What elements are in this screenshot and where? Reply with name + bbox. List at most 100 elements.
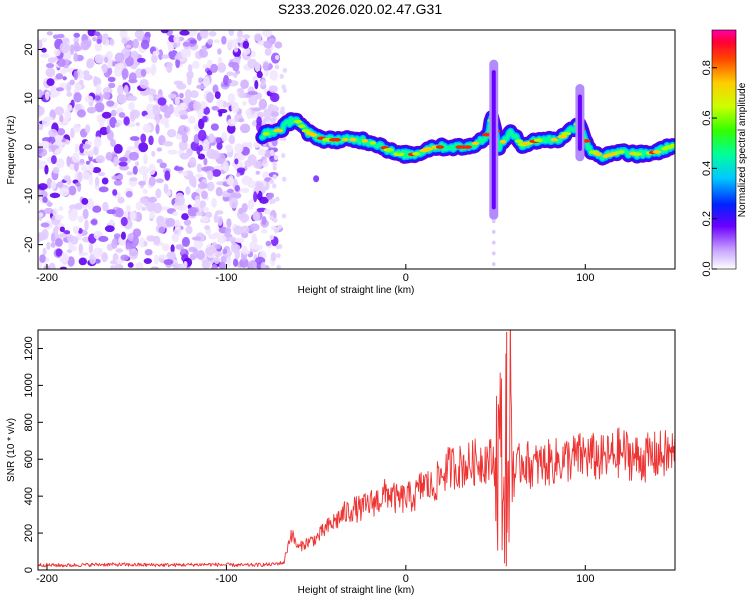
ridge-hotspot bbox=[273, 128, 284, 133]
noise-blob bbox=[214, 91, 221, 99]
noise-blob bbox=[239, 257, 249, 268]
spectrogram-y-tick-label: -10 bbox=[23, 188, 35, 204]
noise-blob bbox=[206, 91, 214, 103]
noise-blob bbox=[80, 39, 91, 51]
noise-blob bbox=[59, 226, 65, 233]
snr-y-tick-label: 800 bbox=[23, 413, 35, 431]
noise-blob bbox=[129, 136, 140, 142]
noise-blob bbox=[207, 59, 213, 67]
noise-blob bbox=[74, 103, 82, 111]
noise-blob bbox=[197, 182, 208, 189]
noise-blob bbox=[172, 211, 178, 217]
noise-blob bbox=[107, 67, 113, 75]
noise-blob bbox=[222, 161, 229, 172]
noise-blob bbox=[69, 79, 75, 86]
noise-blob bbox=[269, 215, 274, 221]
noise-blob bbox=[232, 258, 239, 267]
noise-blob bbox=[112, 189, 118, 196]
noise-blob bbox=[142, 188, 148, 195]
noise-blob bbox=[74, 143, 80, 153]
noise-blob bbox=[106, 209, 117, 215]
noise-blob bbox=[174, 97, 180, 106]
noise-blob bbox=[258, 98, 268, 110]
noise-blob bbox=[148, 196, 157, 203]
noise-blob bbox=[63, 230, 71, 235]
noise-blob bbox=[40, 140, 50, 149]
noise-blob bbox=[180, 248, 186, 254]
noise-blob bbox=[157, 97, 167, 106]
noise-blob bbox=[195, 198, 201, 207]
noise-blob bbox=[77, 171, 83, 183]
noise-blob bbox=[132, 228, 142, 238]
noise-blob bbox=[40, 53, 50, 58]
noise-blob bbox=[177, 124, 188, 136]
noise-blob bbox=[254, 33, 262, 42]
noise-blob bbox=[52, 208, 58, 217]
noise-blob bbox=[38, 159, 42, 169]
noise-blob bbox=[241, 175, 252, 186]
noise-blob bbox=[272, 104, 278, 110]
noise-blob bbox=[217, 62, 227, 73]
noise-blob bbox=[127, 262, 134, 268]
noise-blob bbox=[124, 56, 134, 67]
spectrogram-x-tick-label: 0 bbox=[403, 272, 409, 284]
spectrogram-x-tick-label: 100 bbox=[576, 272, 594, 284]
spectrogram-y-tick-label: 20 bbox=[23, 43, 35, 55]
noise-blob bbox=[234, 158, 239, 165]
noise-blob bbox=[228, 134, 236, 145]
noise-blob bbox=[272, 174, 277, 180]
noise-blob bbox=[41, 228, 49, 240]
noise-blob bbox=[273, 217, 278, 223]
noise-blob bbox=[92, 205, 102, 213]
noise-blob bbox=[153, 235, 161, 245]
noise-blob bbox=[105, 151, 113, 161]
noise-blob bbox=[152, 202, 163, 214]
noise-blob bbox=[227, 39, 234, 51]
snr-x-label: Height of straight line (km) bbox=[298, 585, 415, 596]
ridge-hotspot bbox=[333, 137, 341, 142]
noise-blob bbox=[210, 63, 219, 73]
noise-blob bbox=[248, 260, 257, 269]
noise-blob bbox=[41, 37, 47, 43]
noise-blob bbox=[202, 207, 209, 212]
noise-blob bbox=[179, 92, 184, 99]
spectrogram-x-tick-label: -200 bbox=[36, 272, 58, 284]
colorbar-gradient bbox=[712, 30, 736, 269]
noise-blob bbox=[255, 170, 261, 175]
noise-blob bbox=[129, 109, 141, 119]
ridge-hotspot bbox=[499, 139, 507, 144]
noise-blob bbox=[274, 41, 283, 49]
ridge-hotspot bbox=[342, 137, 349, 142]
noise-blob bbox=[53, 48, 61, 57]
ridge-hotspot bbox=[422, 147, 434, 151]
noise-blob bbox=[226, 177, 234, 186]
noise-blob bbox=[228, 30, 235, 37]
noise-blob bbox=[59, 266, 68, 269]
noise-blob bbox=[138, 180, 146, 186]
noise-blob bbox=[213, 213, 219, 224]
ridge-hotspot bbox=[514, 139, 523, 143]
noise-blob bbox=[144, 248, 153, 256]
noise-blob bbox=[70, 245, 77, 252]
noise-blob bbox=[227, 236, 237, 242]
noise-blob bbox=[48, 128, 58, 138]
noise-blob bbox=[79, 158, 85, 164]
noise-blob bbox=[76, 109, 86, 118]
noise-blob bbox=[73, 37, 80, 43]
noise-blob bbox=[202, 106, 211, 115]
noise-blob bbox=[247, 58, 258, 69]
noise-blob bbox=[83, 70, 90, 76]
noise-blob bbox=[262, 159, 267, 165]
snr-x-tick-label: -200 bbox=[36, 573, 58, 585]
noise-blob bbox=[110, 139, 116, 148]
noise-blob bbox=[198, 77, 203, 84]
spectrogram-frame bbox=[37, 29, 676, 270]
noise-blob bbox=[186, 148, 193, 157]
noise-blob bbox=[247, 199, 255, 210]
noise-blob bbox=[161, 54, 170, 59]
snr-frame bbox=[37, 329, 676, 571]
noise-blob bbox=[158, 226, 165, 234]
noise-blob bbox=[183, 219, 192, 226]
spectrogram-x-tick-label: -100 bbox=[215, 272, 237, 284]
